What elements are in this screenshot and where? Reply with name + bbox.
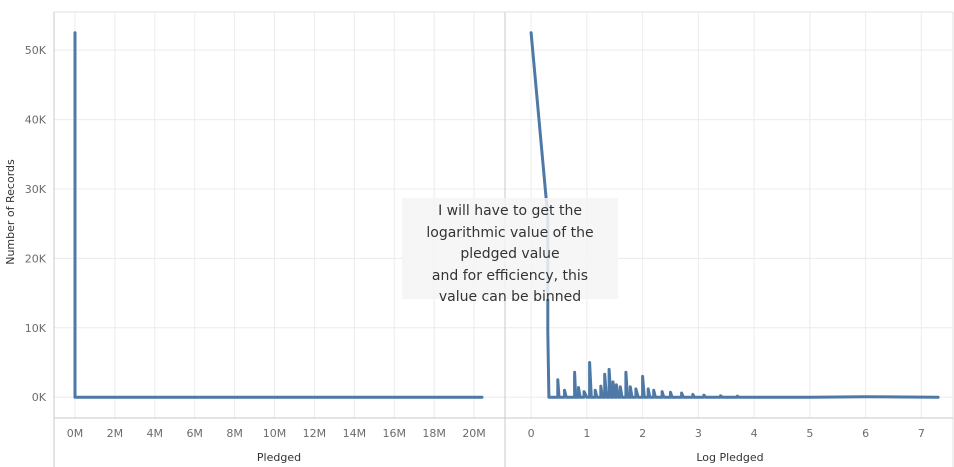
x-tick-label: 6M — [186, 427, 203, 440]
series-lines — [73, 31, 940, 399]
y-tick-labels: 0K 10K 20K 30K 40K 50K — [25, 44, 47, 404]
x-tick-label: 0M — [67, 427, 84, 440]
x-tick-label: 0 — [528, 427, 535, 440]
annotation-line: and for efficiency, this — [431, 267, 589, 284]
x-tick-label: 3 — [695, 427, 702, 440]
y-tick-label: 30K — [25, 183, 47, 196]
left-x-axis-title: Pledged — [257, 451, 301, 464]
annotation-line: logarithmic value of the — [426, 224, 594, 241]
x-tick-label: 4M — [147, 427, 164, 440]
x-tick-label: 1 — [583, 427, 590, 440]
annotation-line: value can be binned — [438, 289, 582, 305]
y-tick-label: 10K — [25, 322, 47, 335]
left-x-tick-labels: 0M 2M 4M 6M 8M 10M 12M 14M 16M 18M 20M — [67, 427, 486, 440]
x-tick-label: 6 — [862, 427, 869, 440]
x-tick-label: 14M — [343, 427, 367, 440]
annotation-line: pledged value — [460, 246, 560, 262]
right-x-tick-labels: 0 1 2 3 4 5 6 7 — [528, 427, 925, 440]
y-axis-title: Number of Records — [4, 159, 17, 265]
x-tick-label: 8M — [226, 427, 243, 440]
y-tick-label: 0K — [32, 391, 47, 404]
x-tick-label: 7 — [918, 427, 925, 440]
x-tick-label: 16M — [382, 427, 406, 440]
y-tick-label: 50K — [25, 44, 47, 57]
annotation-box: I will have to get the logarithmic value… — [402, 198, 618, 305]
x-tick-label: 2M — [107, 427, 124, 440]
right-x-axis-title: Log Pledged — [696, 451, 763, 464]
y-tick-label: 20K — [25, 252, 47, 265]
x-tick-label: 20M — [462, 427, 486, 440]
x-tick-label: 2 — [639, 427, 646, 440]
x-tick-label: 5 — [806, 427, 813, 440]
x-tick-label: 12M — [303, 427, 327, 440]
annotation-line: I will have to get the — [438, 203, 582, 219]
log-pledged-series-line — [529, 31, 940, 399]
pledged-series-line — [73, 31, 484, 399]
x-tick-label: 4 — [751, 427, 758, 440]
y-tick-label: 40K — [25, 114, 47, 127]
x-tick-label: 18M — [422, 427, 446, 440]
x-tick-label: 10M — [263, 427, 287, 440]
